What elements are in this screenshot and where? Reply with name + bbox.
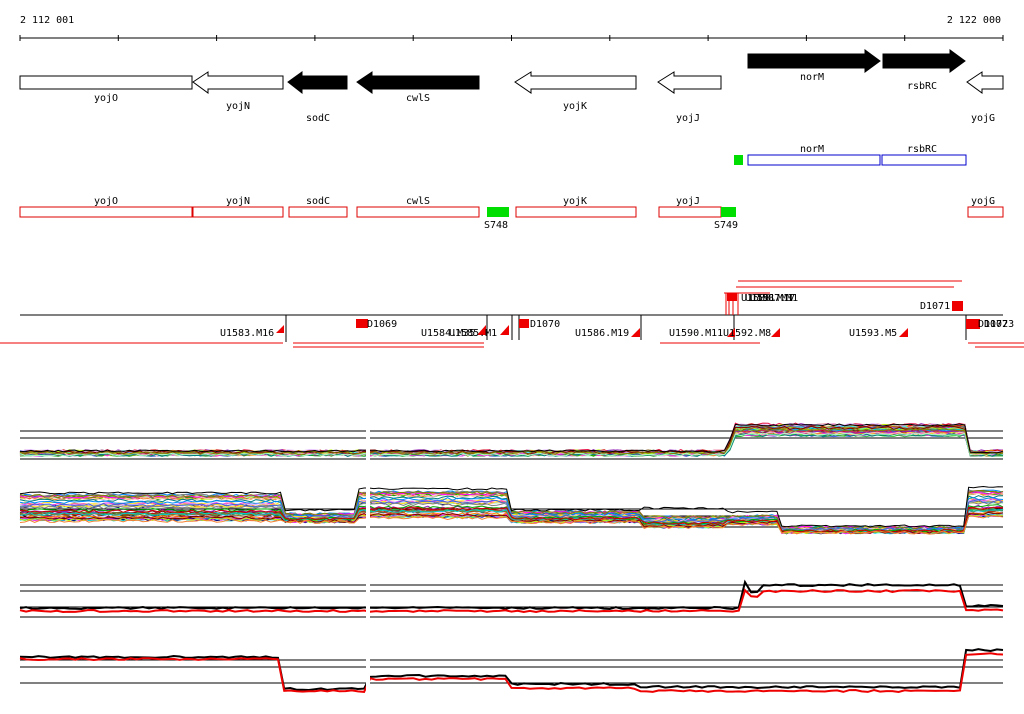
gene-label: rsbRC [907, 81, 937, 92]
panel-gap [366, 645, 370, 700]
forward-marker [734, 155, 743, 165]
feature-label: yojJ [676, 196, 700, 207]
gene-label: yojO [94, 93, 118, 104]
gene-norM[interactable]: norM [747, 49, 881, 83]
reverse-feature-yojK[interactable]: yojK [515, 196, 637, 218]
feature-label: yojN [226, 196, 250, 207]
reverse-feature-sodC[interactable]: sodC [288, 196, 348, 218]
gene-yojK[interactable]: yojK [514, 71, 637, 112]
gene-cwlS[interactable]: cwlS [356, 71, 480, 104]
panel-gap [366, 485, 370, 535]
gene-yojN[interactable]: yojN [192, 71, 284, 112]
ruler-end-coordinate: 2 122 000 [947, 15, 1001, 26]
srna-label: S748 [484, 220, 508, 231]
gene-label: yojN [226, 101, 250, 112]
expression-trace [19, 648, 1004, 692]
forward-feature-rsbRC[interactable]: rsbRC [881, 144, 967, 166]
gene-label: yojK [563, 101, 587, 112]
reverse-feature-yojG[interactable]: yojG [967, 196, 1004, 218]
feature-label: yojG [971, 196, 995, 207]
panel-gap [366, 580, 370, 620]
tu-label-U1583.M16[interactable]: U1583.M16 [220, 328, 274, 339]
tu-label-U1584.M35[interactable]: U1584.M35 [421, 328, 475, 339]
overlap-label-U1587.M1[interactable]: U1587.M1 [750, 293, 798, 304]
expression-trace [19, 423, 1004, 454]
expression-trace [19, 499, 1004, 532]
expression-panel-summary-reverse[interactable] [19, 645, 1004, 700]
expression-panel-multi-reverse[interactable] [19, 485, 1004, 535]
downshift-label-D1072[interactable]: D1072 [978, 319, 1008, 330]
ruler-ticks [19, 35, 1004, 41]
gene-rsbRC[interactable]: rsbRC [882, 49, 966, 92]
expression-trace [19, 652, 1004, 694]
reverse-feature-yojJ[interactable]: yojJ [658, 196, 722, 218]
overlap-label-U1591.M1[interactable]: U1591.M1 [745, 293, 793, 304]
coordinate-ruler: 2 112 001 2 122 000 [19, 15, 1004, 41]
expression-trace [19, 515, 1004, 535]
downshift-label-D1069[interactable]: D1069 [367, 319, 397, 330]
tu-label-U1590.M11[interactable]: U1590.M11 [669, 328, 723, 339]
gene-yojO[interactable]: yojO [19, 75, 193, 104]
gene-track: yojO yojN sodC cwlS yojK yojJ norM rsbR [19, 49, 1004, 124]
forward-feature-track: norM rsbRC [734, 144, 967, 166]
expression-panel-multi-forward[interactable] [19, 422, 1004, 465]
tu-label-U1593.M5[interactable]: U1593.M5 [849, 328, 897, 339]
gene-sodC[interactable]: sodC [287, 71, 348, 124]
feature-label: norM [800, 144, 824, 155]
gene-yojG[interactable]: yojG [966, 71, 1004, 124]
gene-label: yojJ [676, 113, 700, 124]
expression-trace [19, 579, 1004, 611]
tu-label-U1592.M8[interactable]: U1592.M8 [723, 328, 771, 339]
reverse-feature-track: yojO yojN sodC cwlS yojK yojJ yojG S748 [19, 196, 1004, 231]
overlap-label-D1073[interactable]: D1073 [984, 319, 1014, 330]
feature-label: sodC [306, 196, 330, 207]
srna-label: S749 [714, 220, 738, 231]
ruler-start-coordinate: 2 112 001 [20, 15, 74, 26]
tu-label-U1585.M1[interactable]: U1585.M1 [449, 328, 497, 339]
srna-marker-S748[interactable]: S748 [484, 207, 509, 231]
forward-feature-norM[interactable]: norM [747, 144, 881, 166]
expression-trace [19, 425, 1004, 455]
expression-panel-summary-forward[interactable] [19, 579, 1004, 620]
expression-trace [19, 588, 1004, 614]
panel-gap [366, 425, 370, 465]
downshift-label-D1071[interactable]: D1071 [920, 301, 950, 312]
overlap-label-U1588.M17[interactable]: U1588.M17 [741, 293, 795, 304]
gene-label: yojG [971, 113, 995, 124]
tu-label-U1586.M19[interactable]: U1586.M19 [575, 328, 629, 339]
gene-yojJ[interactable]: yojJ [657, 71, 722, 124]
feature-label: yojK [563, 196, 587, 207]
feature-label: rsbRC [907, 144, 937, 155]
expression-trace [19, 427, 1004, 455]
reverse-feature-cwlS[interactable]: cwlS [356, 196, 480, 218]
expression-trace [19, 490, 1004, 530]
gene-label: cwlS [406, 93, 430, 104]
reverse-feature-yojO[interactable]: yojO [19, 196, 193, 218]
srna-marker-S749[interactable]: S749 [714, 207, 738, 231]
feature-label: yojO [94, 196, 118, 207]
reverse-feature-yojN[interactable]: yojN [192, 196, 284, 218]
expression-trace [19, 485, 1004, 528]
expression-trace [19, 506, 1004, 533]
gene-label: norM [800, 72, 824, 83]
transcription-unit-track: U1583.M16 U1584.M35 U1585.M1 U1586.M19 U… [0, 280, 1024, 348]
gene-label: sodC [306, 113, 330, 124]
downshift-label-D1070[interactable]: D1070 [530, 319, 560, 330]
feature-label: cwlS [406, 196, 430, 207]
